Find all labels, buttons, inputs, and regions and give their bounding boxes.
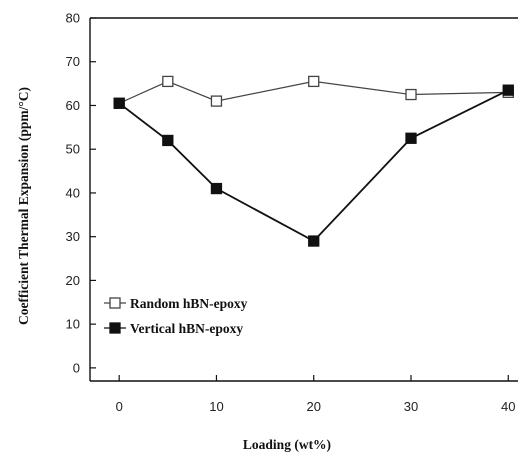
data-point-vertical [405,132,417,144]
x-axis-title: Loading (wt%) [243,437,331,452]
legend-label-vertical: Vertical hBN-epoxy [130,321,243,336]
data-point-vertical [502,84,514,96]
filled-square-marker-icon [109,322,121,334]
ticks: 0 10 20 30 40 50 60 70 80 0 10 20 30 40 [66,11,516,415]
y-tick-label: 60 [66,98,80,113]
series-line-vertical [118,89,509,243]
y-tick-label: 30 [66,229,80,244]
x-tick-label: 20 [306,399,320,414]
legend: Random hBN-epoxy Vertical hBN-epoxy [104,296,248,336]
x-tick-label: 40 [501,399,515,414]
series [113,75,514,247]
y-tick-label: 50 [66,142,80,157]
data-point-vertical [308,235,320,247]
legend-item-vertical: Vertical hBN-epoxy [104,321,243,336]
x-tick-label: 30 [404,399,418,414]
y-tick-label: 20 [66,273,80,288]
legend-label-random: Random hBN-epoxy [130,296,248,311]
y-axis-title: Coefficient Thermal Expansion (ppm/°C) [16,87,31,325]
axes [89,17,518,382]
y-tick-label: 80 [66,11,80,26]
series-line-random [118,80,509,104]
data-point-vertical [210,182,223,195]
data-point-random [162,75,174,88]
y-tick-label: 0 [73,360,80,375]
data-point-vertical [113,97,125,109]
legend-item-random: Random hBN-epoxy [104,296,248,311]
y-tick-label: 40 [66,185,80,200]
data-point-random [210,95,223,107]
x-tick-label: 10 [209,399,223,414]
data-point-random [308,75,320,88]
data-point-vertical [162,134,174,147]
data-point-random [405,88,417,101]
x-tick-label: 0 [116,399,123,414]
open-square-marker-icon [109,297,121,309]
y-tick-label: 70 [66,54,80,69]
y-tick-label: 10 [66,317,80,332]
